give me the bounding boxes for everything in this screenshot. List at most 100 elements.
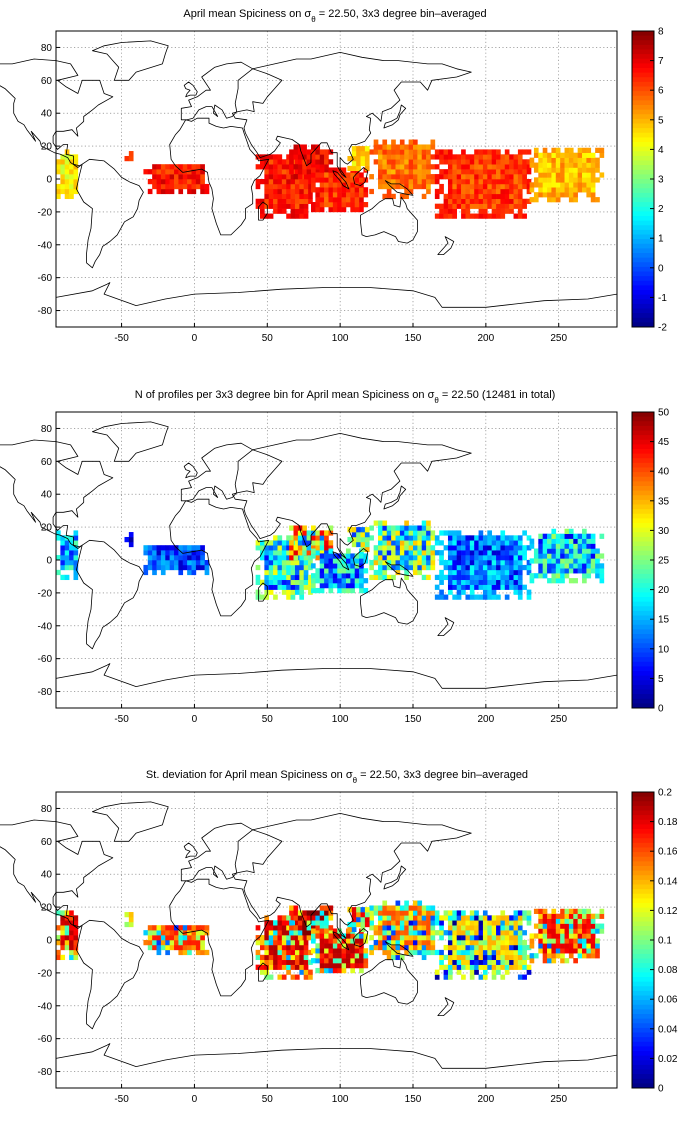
bin-cell bbox=[500, 203, 506, 209]
colorbar-swatch bbox=[632, 1037, 654, 1043]
x-tick-label: 50 bbox=[262, 714, 274, 725]
bin-cell bbox=[461, 579, 466, 585]
y-tick-label: -60 bbox=[38, 1034, 53, 1045]
colorbar-swatch bbox=[632, 629, 654, 635]
bin-cell bbox=[404, 520, 409, 526]
bin-cell bbox=[277, 930, 283, 936]
bin-cell bbox=[356, 527, 361, 533]
bin-cell bbox=[359, 967, 364, 974]
bin-cell bbox=[277, 560, 283, 566]
bin-cell bbox=[69, 545, 74, 551]
bin-cell bbox=[286, 930, 291, 936]
bin-cell bbox=[577, 162, 583, 168]
bin-cell bbox=[315, 550, 321, 556]
bin-cell bbox=[359, 573, 364, 579]
bin-cell bbox=[564, 152, 570, 158]
bin-cell bbox=[555, 948, 561, 954]
bin-cell bbox=[504, 594, 510, 600]
bin-cell bbox=[517, 560, 523, 566]
bin-cell bbox=[513, 154, 519, 160]
bin-cell bbox=[474, 925, 479, 931]
bin-cell bbox=[426, 920, 431, 926]
bin-cell bbox=[286, 969, 291, 975]
bin-cell bbox=[286, 915, 291, 921]
bin-cell bbox=[513, 959, 519, 965]
bin-cell bbox=[439, 208, 444, 214]
bin-cell bbox=[174, 940, 179, 946]
bin-cell bbox=[156, 174, 162, 180]
bin-cell bbox=[586, 548, 592, 554]
bin-cell bbox=[264, 550, 270, 556]
bin-cell bbox=[315, 535, 321, 541]
bin-cell bbox=[386, 540, 392, 546]
bin-cell bbox=[324, 928, 329, 934]
bin-cell bbox=[359, 578, 364, 584]
bin-cell bbox=[73, 935, 79, 941]
bin-cell bbox=[456, 560, 462, 566]
bin-cell bbox=[311, 928, 316, 934]
colorbar-tick-label: 0.2 bbox=[658, 788, 672, 799]
bin-cell bbox=[191, 545, 197, 551]
bin-cell bbox=[461, 213, 466, 219]
bin-cell bbox=[434, 164, 440, 170]
bin-cell bbox=[324, 197, 329, 203]
bin-cell bbox=[487, 159, 492, 165]
bin-cell bbox=[195, 174, 201, 180]
bin-cell bbox=[294, 198, 300, 204]
bin-cell bbox=[447, 183, 453, 190]
bin-cell bbox=[482, 954, 488, 961]
bin-cell bbox=[128, 532, 134, 538]
colorbar-swatch bbox=[632, 1009, 654, 1015]
bin-cell bbox=[478, 959, 484, 965]
bin-cell bbox=[439, 920, 444, 926]
coastline bbox=[231, 813, 472, 939]
bin-cell bbox=[73, 183, 79, 190]
bin-cell bbox=[517, 545, 523, 551]
colorbar-tick-label: 25 bbox=[658, 556, 670, 567]
bin-cell bbox=[404, 930, 409, 936]
bin-cell bbox=[299, 969, 305, 975]
bin-cell bbox=[526, 198, 532, 204]
bin-cell bbox=[426, 935, 431, 941]
x-tick-label: -50 bbox=[114, 714, 129, 725]
bin-cell bbox=[538, 172, 543, 178]
bin-cell bbox=[487, 555, 492, 561]
bin-cell bbox=[542, 538, 548, 544]
bin-cell bbox=[586, 162, 592, 168]
bin-cell bbox=[461, 560, 466, 566]
y-tick-label: 20 bbox=[41, 142, 53, 153]
bin-cell bbox=[391, 164, 396, 170]
bin-cell bbox=[533, 553, 539, 559]
bin-cell bbox=[408, 535, 414, 541]
bin-cell bbox=[456, 579, 462, 585]
bin-cell bbox=[306, 935, 312, 941]
bin-cell bbox=[404, 915, 409, 921]
bin-cell bbox=[443, 574, 449, 581]
bin-cell bbox=[260, 159, 265, 165]
bin-cell bbox=[277, 574, 283, 581]
bin-cell bbox=[474, 910, 479, 916]
bin-cell bbox=[315, 197, 321, 203]
colorbar-tick-label: 0 bbox=[658, 263, 664, 274]
bin-cell bbox=[281, 188, 287, 195]
bin-cell bbox=[60, 925, 66, 931]
bin-cell bbox=[395, 540, 401, 546]
bin-cell bbox=[560, 182, 565, 188]
bin-cell bbox=[350, 177, 356, 183]
bin-cell bbox=[60, 915, 66, 921]
bin-cell bbox=[551, 948, 557, 954]
bin-cell bbox=[289, 555, 294, 561]
bin-cell bbox=[60, 574, 66, 581]
colorbar-swatch bbox=[632, 132, 654, 138]
bin-cell bbox=[319, 928, 325, 934]
bin-cell bbox=[160, 164, 166, 170]
bin-cell bbox=[354, 953, 360, 959]
bin-cell bbox=[268, 540, 274, 546]
bin-cell bbox=[303, 569, 309, 576]
bin-cell bbox=[56, 569, 61, 576]
bin-cell bbox=[522, 964, 527, 970]
bin-cell bbox=[513, 564, 519, 571]
bin-cell bbox=[152, 560, 157, 566]
bin-cell bbox=[356, 155, 361, 162]
bin-cell bbox=[529, 157, 535, 163]
